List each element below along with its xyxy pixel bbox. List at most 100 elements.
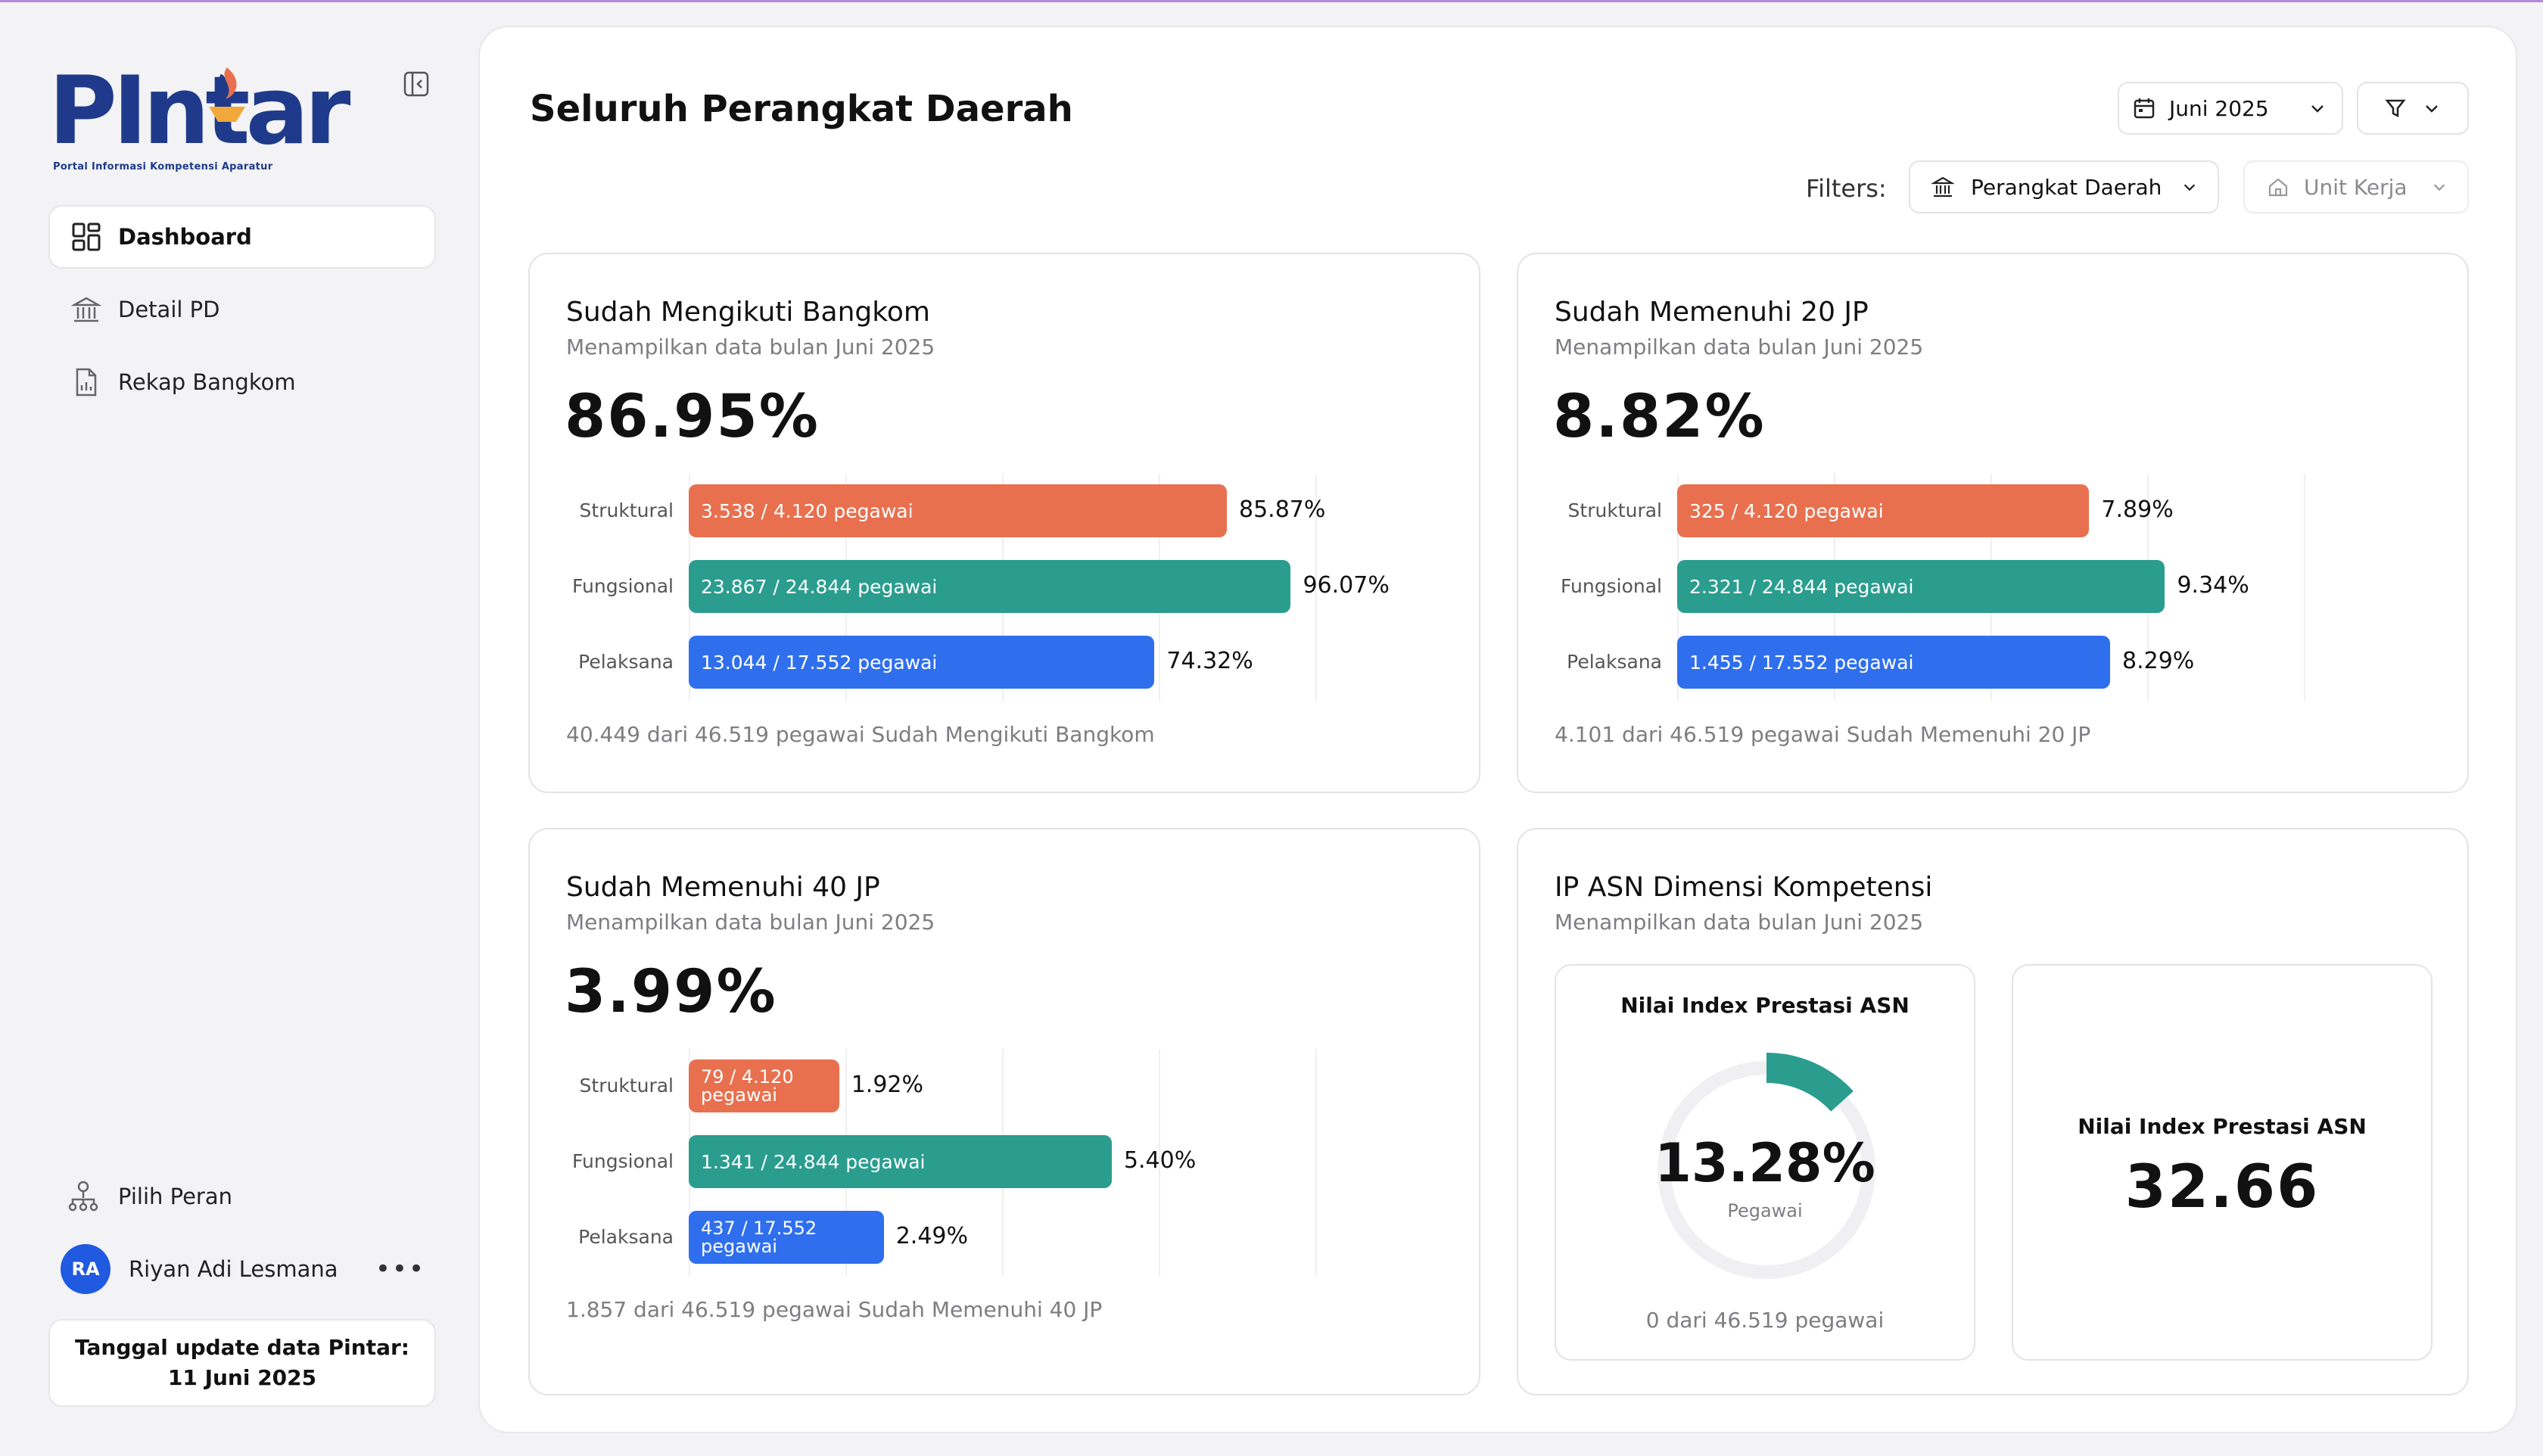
score-value: 32.66 [2124,1153,2320,1221]
chart-gridline [1315,1049,1317,1276]
update-label: Tanggal update data Pintar: [75,1335,409,1360]
gauge-value: 13.28% [1654,1132,1875,1194]
bar-chart-20jp: Struktural 325 / 4.120 pegawai 7.89% Fungsi… [1518,254,2467,792]
card-footer: 40.449 dari 46.519 pegawai Sudah Mengiku… [566,722,1155,747]
sidebar-item-rekap-bangkom[interactable]: Rekap Bangkom [48,350,436,414]
logo-flame-icon [209,67,245,122]
chart-bar[interactable]: 1.455 / 17.552 pegawai [1677,636,2110,689]
page-title: Seluruh Perangkat Daerah [530,88,1073,130]
month-picker-button[interactable]: Juni 2025 [2118,82,2343,135]
bar-chart-bangkom: Struktural 3.538 / 4.120 pegawai 85.87% Fun… [530,254,1479,792]
sidebar-collapse-icon [403,71,429,97]
choose-role-label: Pilih Peran [118,1184,232,1209]
org-chart-icon [68,1181,98,1212]
bar-value-label: 7.89% [2101,496,2174,523]
home-icon [2268,178,2288,197]
chevron-down-icon [2426,105,2438,113]
user-name: Riyan Adi Lesmana [129,1256,338,1282]
card-20jp: Sudah Memenuhi 20 JP Menampilkan data bu… [1517,253,2469,793]
bar-category-label: Struktural [579,1075,674,1097]
chart-bar[interactable]: 23.867 / 24.844 pegawai [689,560,1291,613]
app-logo[interactable]: PIntar Portal Informasi Kompetensi Apara… [48,57,350,178]
chart-bar[interactable]: 325 / 4.120 pegawai [1677,484,2090,537]
bar-category-label: Pelaksana [1567,651,1662,673]
chevron-down-icon [2311,105,2324,113]
bar-category-label: Struktural [1567,499,1662,521]
chart-bar[interactable]: 2.321 / 24.844 pegawai [1677,560,2165,613]
month-label: Juni 2025 [2169,95,2269,121]
gauge-ring [1657,1053,1875,1279]
chart-bar[interactable]: 79 / 4.120 pegawai [689,1059,839,1112]
gauge-arc [1766,1053,1854,1112]
perangkat-daerah-filter[interactable]: Perangkat Daerah [1909,160,2219,213]
score-title: Nilai Index Prestasi ASN [2078,1114,2367,1139]
bar-category-label: Pelaksana [578,1226,674,1248]
score-card: Nilai Index Prestasi ASN 32.66 [2012,964,2433,1361]
filter-funnel-icon [2385,99,2406,118]
card-percent: 3.99% [565,958,777,1026]
bar-value-label: 2.49% [895,1223,969,1249]
building-icon [1931,176,1954,198]
choose-role-button[interactable]: Pilih Peran [48,1168,436,1225]
card-footer: 4.101 dari 46.519 pegawai Sudah Memenuhi… [1555,722,2091,747]
card-title: Sudah Memenuhi 40 JP [566,872,880,903]
data-update-info: Tanggal update data Pintar: 11 Juni 2025 [48,1319,436,1407]
card-subtitle: Menampilkan data bulan Juni 2025 [566,334,935,359]
bar-chart-40jp: Struktural 79 / 4.120 pegawai 1.92% Fungsio… [530,829,1479,1394]
logo-subtitle: Portal Informasi Kompetensi Aparatur [53,161,273,173]
gauge-unit: Pegawai [1727,1200,1803,1221]
card-subtitle: Menampilkan data bulan Juni 2025 [1555,910,1924,935]
bar-value-label: 9.34% [2177,572,2249,599]
card-title: Sudah Memenuhi 20 JP [1555,297,1869,328]
gauge-title: Nilai Index Prestasi ASN [1620,993,1910,1018]
more-options-button[interactable]: ••• [375,1254,425,1284]
card-40jp: Sudah Memenuhi 40 JP Menampilkan data bu… [528,828,1480,1395]
bar-value-label: 1.92% [851,1072,924,1098]
filter-uk-label: Unit Kerja [2304,174,2408,200]
bar-value-label: 96.07% [1303,572,1390,599]
filter-menu-button[interactable] [2357,82,2469,135]
top-accent-line [0,0,2543,2]
card-subtitle: Menampilkan data bulan Juni 2025 [566,910,935,935]
sidebar-nav: Dashboard Detail PD Rekap Bangkom [48,205,436,423]
card-bangkom: Sudah Mengikuti Bangkom Menampilkan data… [528,253,1480,793]
chart-gridline [1315,474,1317,701]
card-title: IP ASN Dimensi Kompetensi [1555,872,1933,903]
filters-label: Filters: [1806,174,1887,203]
dashboard-grid-icon [72,222,101,251]
collapse-sidebar-button[interactable] [401,69,431,99]
chart-bar[interactable]: 437 / 17.552 pegawai [689,1211,884,1264]
user-profile[interactable]: RA Riyan Adi Lesmana ••• [48,1233,436,1305]
card-ip-asn: IP ASN Dimensi Kompetensi Menampilkan da… [1517,828,2469,1395]
calendar-icon [2134,98,2155,119]
chart-bar[interactable]: 1.341 / 24.844 pegawai [689,1135,1112,1188]
gauge-card: Nilai Index Prestasi ASN 13.28% Pegawai … [1555,964,1975,1361]
sidebar-item-label: Rekap Bangkom [118,369,296,395]
bar-category-label: Struktural [579,499,674,521]
bar-value-label: 74.32% [1166,648,1253,674]
sidebar-item-label: Detail PD [118,297,220,322]
card-subtitle: Menampilkan data bulan Juni 2025 [1555,334,1924,359]
sidebar-item-detail-pd[interactable]: Detail PD [48,278,436,341]
chart-gridline [2304,474,2305,701]
card-footer: 1.857 dari 46.519 pegawai Sudah Memenuhi… [566,1297,1103,1322]
bar-category-label: Fungsional [1561,575,1662,597]
chevron-down-icon [2183,184,2196,191]
chart-bar[interactable]: 3.538 / 4.120 pegawai [689,484,1227,537]
card-title: Sudah Mengikuti Bangkom [566,297,930,328]
building-icon [71,297,101,322]
update-date: 11 Juni 2025 [167,1365,317,1390]
card-percent: 8.82% [1553,383,1766,451]
bar-value-label: 85.87% [1239,496,1326,523]
bar-category-label: Fungsional [572,575,674,597]
filter-pd-label: Perangkat Daerah [1971,174,2162,200]
bar-value-label: 8.29% [2122,648,2195,674]
logo-text: PIntar [48,57,350,166]
chart-bar[interactable]: 13.044 / 17.552 pegawai [689,636,1155,689]
report-file-icon [76,368,97,397]
sidebar-item-dashboard[interactable]: Dashboard [48,205,436,269]
unit-kerja-filter[interactable]: Unit Kerja [2243,160,2469,213]
gauge-footer: 0 dari 46.519 pegawai [1645,1308,1885,1333]
sidebar: PIntar Portal Informasi Kompetensi Apara… [0,2,469,1456]
chart-gridline [1159,1049,1160,1276]
